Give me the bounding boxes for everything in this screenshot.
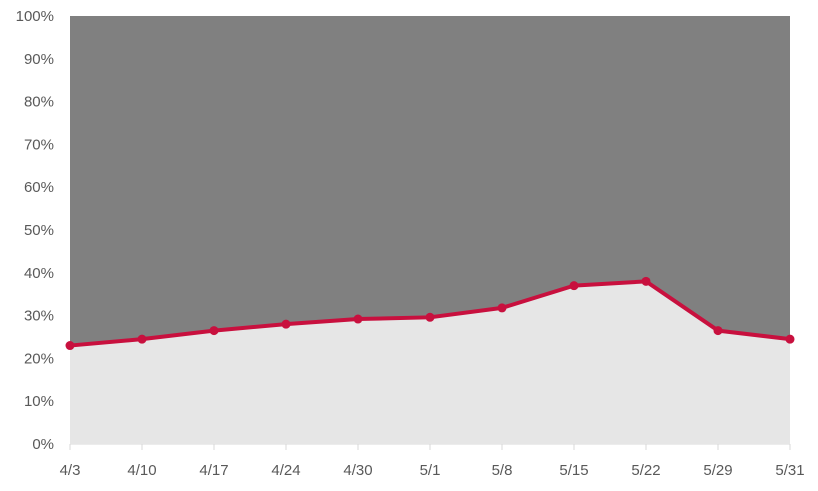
data-point [353, 314, 363, 324]
y-tick-label: 50% [24, 222, 54, 239]
x-tick-label: 5/29 [703, 462, 732, 479]
y-tick-label: 40% [24, 265, 54, 282]
data-point [569, 281, 579, 291]
x-tick-label: 5/8 [492, 462, 513, 479]
series-layer [65, 276, 795, 444]
data-point [785, 334, 795, 344]
x-tick-label: 5/31 [775, 462, 804, 479]
x-tick-label: 5/22 [631, 462, 660, 479]
y-tick-label: 60% [24, 179, 54, 196]
x-tick-label: 5/1 [420, 462, 441, 479]
data-point [65, 341, 75, 351]
y-axis: 0% 10% 20% 30% 40% 50% 60% 70% 80% 90% 100% [16, 8, 54, 453]
data-point [425, 312, 435, 322]
x-axis: 4/3 4/10 4/17 4/24 4/30 5/1 5/8 5/15 5/22 5/29 5/3… [60, 443, 805, 479]
y-tick-label: 80% [24, 94, 54, 111]
y-tick-label: 10% [24, 393, 54, 410]
y-tick-label: 0% [32, 436, 54, 453]
y-tick-label: 20% [24, 350, 54, 367]
data-point [209, 326, 219, 336]
y-tick-label: 70% [24, 136, 54, 153]
x-tick-label: 4/3 [60, 462, 81, 479]
x-tick-label: 4/17 [199, 462, 228, 479]
x-tick-label: 4/30 [343, 462, 372, 479]
series-area [70, 281, 790, 444]
x-tick-label: 5/15 [559, 462, 588, 479]
y-tick-label: 30% [24, 308, 54, 325]
x-tick-label: 4/24 [271, 462, 300, 479]
x-tick-label: 4/10 [127, 462, 156, 479]
y-tick-label: 100% [16, 8, 54, 25]
data-point [641, 276, 651, 286]
y-tick-label: 90% [24, 51, 54, 68]
data-point [281, 319, 291, 329]
data-point [713, 326, 723, 336]
data-point [497, 303, 507, 313]
data-point [137, 334, 147, 344]
